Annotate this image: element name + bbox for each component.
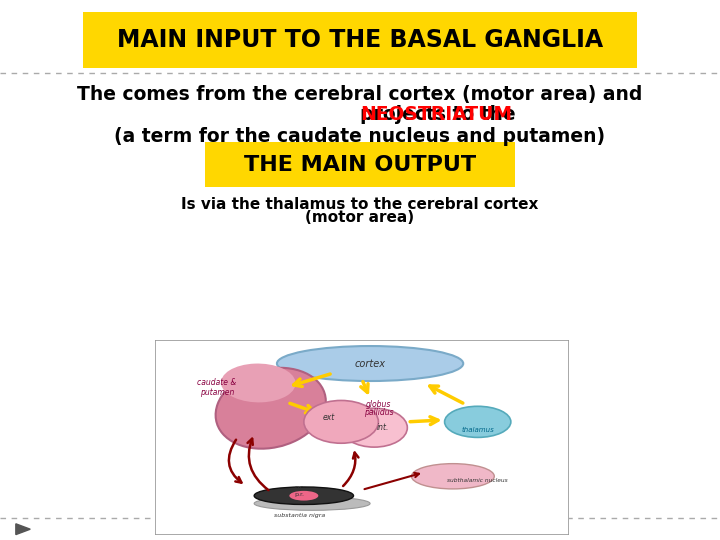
Text: thalamus: thalamus — [462, 427, 494, 433]
Ellipse shape — [254, 487, 354, 504]
Text: The comes from the cerebral cortex (motor area) and: The comes from the cerebral cortex (moto… — [77, 85, 643, 104]
Text: p.r.: p.r. — [294, 492, 305, 497]
Text: cortex: cortex — [354, 359, 386, 368]
Text: projects to the: projects to the — [359, 105, 521, 124]
FancyBboxPatch shape — [155, 340, 569, 535]
Text: (a term for the caudate nucleus and putamen): (a term for the caudate nucleus and puta… — [114, 126, 606, 146]
Ellipse shape — [304, 401, 379, 443]
Ellipse shape — [341, 408, 408, 447]
Text: (motor area): (motor area) — [305, 210, 415, 225]
Text: Is via the thalamus to the cerebral cortex: Is via the thalamus to the cerebral cort… — [181, 197, 539, 212]
Text: pallidus: pallidus — [364, 408, 393, 417]
FancyBboxPatch shape — [83, 12, 637, 68]
FancyBboxPatch shape — [205, 142, 515, 187]
Ellipse shape — [215, 368, 326, 449]
Text: substantia nigra: substantia nigra — [274, 512, 325, 518]
Text: projects to the NEOSTRIATUM: projects to the NEOSTRIATUM — [0, 539, 1, 540]
Text: int.: int. — [377, 423, 389, 432]
Text: globus: globus — [366, 400, 391, 409]
Text: NEOSTRIATUM: NEOSTRIATUM — [361, 105, 513, 124]
Polygon shape — [16, 524, 30, 535]
Ellipse shape — [412, 464, 494, 489]
Text: projects to the: projects to the — [0, 539, 1, 540]
Text: ext: ext — [323, 414, 335, 422]
Text: caudate &: caudate & — [197, 379, 237, 388]
Text: putamen: putamen — [199, 388, 234, 397]
Text: THE MAIN OUTPUT: THE MAIN OUTPUT — [244, 154, 476, 175]
Text: MAIN INPUT TO THE BASAL GANGLIA: MAIN INPUT TO THE BASAL GANGLIA — [117, 28, 603, 52]
Text: p.c.: p.c. — [294, 485, 305, 490]
Ellipse shape — [221, 363, 296, 402]
Ellipse shape — [444, 406, 511, 437]
Ellipse shape — [277, 346, 463, 381]
Ellipse shape — [289, 491, 318, 501]
Text: subthalamic nucleus: subthalamic nucleus — [447, 478, 508, 483]
Ellipse shape — [254, 497, 370, 510]
